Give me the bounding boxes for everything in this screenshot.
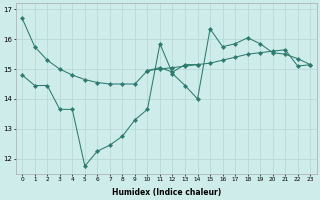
- X-axis label: Humidex (Indice chaleur): Humidex (Indice chaleur): [112, 188, 221, 197]
